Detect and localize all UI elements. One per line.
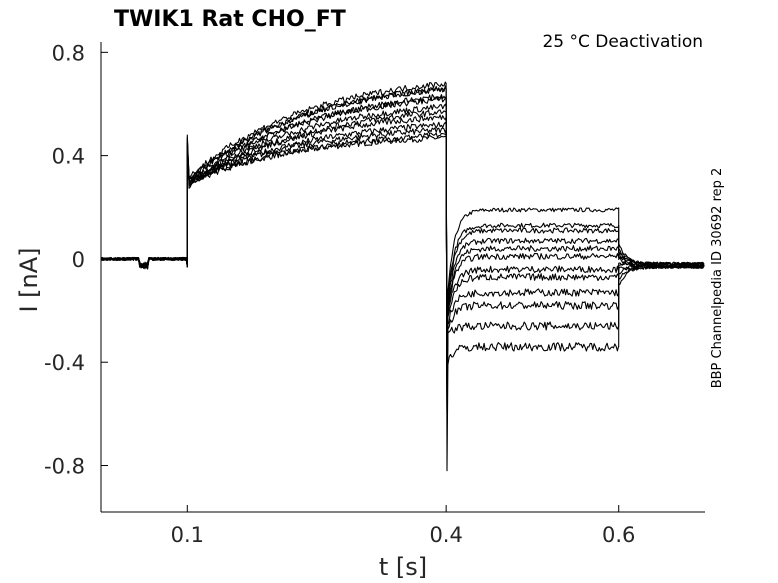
condition-annotation: 25 °C Deactivation bbox=[542, 32, 703, 52]
x-tick-label: 0.1 bbox=[171, 523, 204, 547]
series-line bbox=[100, 96, 705, 403]
series-line bbox=[100, 93, 705, 407]
axes: -0.8 -0.4 0 0.4 0.8 0.1 0.4 0.6 bbox=[44, 41, 705, 547]
trace-group bbox=[100, 81, 705, 472]
y-tick-label: 0.8 bbox=[52, 41, 85, 65]
x-tick-label: 0.6 bbox=[602, 523, 635, 547]
series-line bbox=[100, 134, 705, 376]
series-line bbox=[100, 121, 705, 388]
y-tick-label: -0.8 bbox=[44, 455, 85, 479]
series-line bbox=[100, 86, 705, 472]
chart-title: TWIK1 Rat CHO_FT bbox=[114, 7, 346, 32]
series-line bbox=[100, 103, 705, 399]
x-tick-label: 0.4 bbox=[429, 523, 462, 547]
series-line bbox=[100, 85, 705, 411]
side-id-label: BBP Channelpedia ID 30692 rep 2 bbox=[710, 168, 725, 389]
series-line bbox=[100, 109, 705, 396]
y-tick-label: 0 bbox=[72, 248, 85, 272]
x-axis-label: t [s] bbox=[379, 553, 427, 581]
series-line bbox=[100, 114, 705, 392]
y-axis-label: I [nA] bbox=[15, 247, 43, 312]
series-line bbox=[100, 127, 705, 384]
y-tick-label: -0.4 bbox=[44, 351, 85, 375]
y-tick-label: 0.4 bbox=[52, 145, 85, 169]
